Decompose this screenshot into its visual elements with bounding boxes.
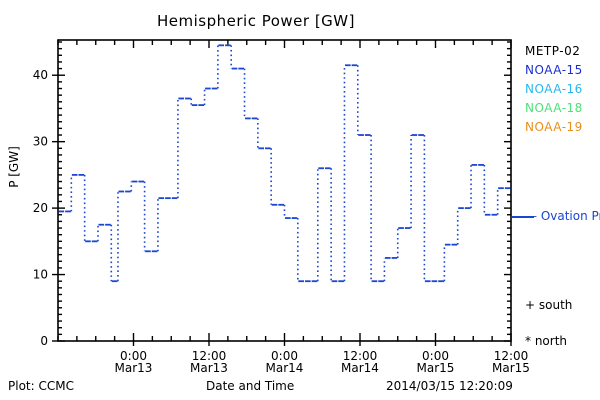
legend-item-noaa-15[interactable]: NOAA-15 xyxy=(525,63,583,77)
y-tick-label: 20 xyxy=(33,201,48,215)
x-tick-time: 12:00 xyxy=(493,349,529,363)
legend-ovation-line2: Prime HPI xyxy=(591,209,600,223)
legend-ovation-line1: — Ovation xyxy=(525,209,588,223)
x-tick-label: 0:00 Mar13 xyxy=(94,350,174,374)
x-tick-date: Mar13 xyxy=(190,361,228,375)
x-tick-date: Mar15 xyxy=(416,361,455,375)
x-axis-label: Date and Time xyxy=(206,379,295,393)
x-tick-label: 12:00 Mar15 xyxy=(471,350,551,374)
x-tick-time: 12:00 xyxy=(342,349,378,363)
legend-item-metp-02[interactable]: METP-02 xyxy=(525,44,581,58)
plot-credit: Plot: CCMC xyxy=(8,379,74,393)
ovation-line-swatch xyxy=(512,216,534,218)
y-tick-label: 0 xyxy=(40,334,48,348)
x-tick-label: 12:00 Mar13 xyxy=(169,350,249,374)
series-ovation-prime-hpi xyxy=(58,44,511,283)
x-tick-time: 0:00 xyxy=(120,349,147,363)
page-title: Hemispheric Power [GW] xyxy=(157,12,355,30)
x-tick-date: Mar13 xyxy=(114,361,153,375)
y-tick-label: 10 xyxy=(33,268,48,282)
x-tick-date: Mar14 xyxy=(265,361,304,375)
x-tick-label: 0:00 Mar15 xyxy=(396,350,476,374)
y-tick-label: 40 xyxy=(33,68,48,82)
x-tick-time: 0:00 xyxy=(271,349,298,363)
legend-item-noaa-16[interactable]: NOAA-16 xyxy=(525,82,583,96)
legend-symbol-glyph: * xyxy=(525,334,535,348)
x-tick-label: 0:00 Mar14 xyxy=(245,350,325,374)
legend-symbol-south: + south xyxy=(525,298,572,312)
legend-ovation: — Ovation Prime HPI xyxy=(525,210,600,223)
x-tick-label: 12:00 Mar14 xyxy=(320,350,400,374)
x-tick-date: Mar15 xyxy=(492,361,530,375)
plot-frame xyxy=(57,39,512,342)
legend-symbol-north: * north xyxy=(525,334,567,348)
x-tick-time: 0:00 xyxy=(422,349,449,363)
legend-symbol-label: north xyxy=(534,334,568,348)
legend-item-noaa-19[interactable]: NOAA-19 xyxy=(525,120,583,134)
legend-symbol-label: south xyxy=(538,298,573,312)
timestamp: 2014/03/15 12:20:09 xyxy=(386,379,513,393)
legend-item-noaa-18[interactable]: NOAA-18 xyxy=(525,101,583,115)
x-tick-date: Mar14 xyxy=(341,361,379,375)
legend-symbol-glyph: + xyxy=(525,298,539,312)
y-tick-label: 30 xyxy=(33,135,48,149)
x-tick-time: 12:00 xyxy=(191,349,227,363)
